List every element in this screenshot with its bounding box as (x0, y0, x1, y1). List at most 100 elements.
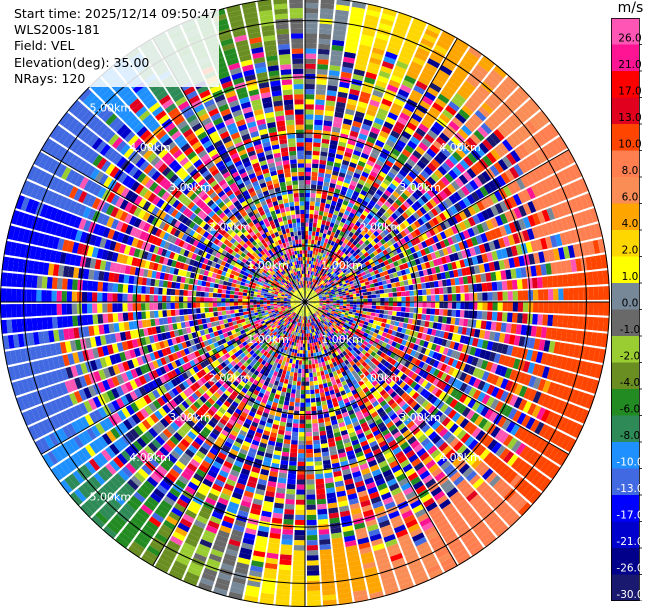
range-gate (366, 136, 377, 144)
range-gate (305, 343, 308, 348)
range-gate (571, 163, 582, 179)
range-gate (296, 353, 300, 357)
range-gate (366, 255, 372, 261)
range-gate (356, 164, 364, 171)
range-gate (350, 180, 358, 187)
range-gate (320, 147, 329, 153)
range-gate (538, 302, 544, 313)
range-gate (542, 289, 549, 301)
range-gate (312, 296, 316, 299)
range-gate (330, 49, 343, 57)
range-gate (369, 315, 375, 320)
range-gate (497, 237, 506, 249)
range-gate (343, 51, 356, 59)
range-gate (424, 28, 439, 40)
range-gate (314, 284, 318, 288)
range-gate (371, 305, 377, 309)
range-gate (523, 101, 537, 116)
range-gate (294, 402, 300, 407)
range-gate (335, 277, 340, 281)
range-gate (447, 286, 452, 294)
range-gate (318, 533, 330, 540)
range-gate (328, 70, 340, 77)
range-gate (504, 118, 517, 132)
range-gate (563, 288, 569, 301)
range-gate (538, 129, 551, 143)
range-gate (313, 218, 318, 224)
range-gate (325, 243, 331, 249)
range-gate (317, 53, 330, 60)
range-gate (366, 264, 372, 270)
range-gate (489, 192, 499, 204)
range-gate (321, 374, 326, 380)
range-gate (307, 295, 310, 299)
range-gate (447, 237, 454, 246)
range-gate (332, 34, 346, 42)
range-gate (319, 23, 333, 30)
range-gate (328, 273, 332, 278)
range-gate (285, 426, 292, 432)
range-gate (474, 109, 487, 122)
range-gate (314, 268, 318, 273)
range-gate (570, 198, 580, 213)
range-gate (397, 184, 406, 192)
range-gate (409, 296, 415, 302)
range-gate (577, 272, 584, 286)
range-gate (305, 436, 313, 441)
range-gate (328, 226, 333, 232)
range-gate (294, 349, 298, 354)
range-gate (297, 349, 300, 354)
range-gate (454, 92, 467, 104)
range-gate (377, 75, 389, 84)
range-gate (295, 346, 298, 350)
range-gate (403, 41, 417, 52)
range-gate (437, 316, 443, 323)
range-gate (397, 55, 411, 66)
range-gate (568, 302, 574, 315)
range-gate (384, 297, 389, 302)
range-gate (394, 121, 406, 130)
range-gate (412, 265, 419, 272)
range-gate (305, 184, 311, 189)
range-gate (387, 315, 392, 320)
range-gate (462, 80, 476, 92)
range-gate (364, 217, 371, 224)
range-gate (367, 62, 381, 70)
range-gate (306, 550, 319, 556)
range-gate (379, 17, 394, 27)
range-gate (381, 280, 387, 285)
range-gate (552, 275, 559, 288)
range-gate (320, 275, 324, 280)
range-gate (315, 197, 321, 203)
range-gate (449, 47, 464, 59)
range-gate (333, 264, 338, 269)
range-gate (305, 250, 308, 254)
range-gate (325, 271, 329, 275)
range-gate (372, 224, 379, 231)
range-gate (414, 228, 421, 237)
range-gate (499, 213, 508, 225)
range-gate (405, 296, 410, 302)
range-gate (546, 123, 559, 138)
range-gate (349, 280, 354, 285)
range-gate (531, 277, 538, 289)
range-gate (310, 274, 313, 279)
range-gate (517, 191, 527, 204)
range-gate (437, 93, 450, 105)
range-gate (392, 302, 398, 307)
range-gate (319, 270, 323, 275)
range-gate (305, 218, 309, 223)
range-gate (553, 302, 559, 314)
range-gate (301, 377, 305, 382)
range-gate (435, 193, 444, 203)
range-gate (409, 154, 419, 164)
range-gate (300, 406, 305, 412)
range-gate (532, 313, 538, 325)
range-gate (454, 317, 460, 326)
range-gate (435, 242, 442, 250)
range-gate (522, 216, 532, 229)
range-gate (455, 147, 466, 159)
range-gate (367, 295, 372, 299)
range-gate (335, 153, 344, 160)
